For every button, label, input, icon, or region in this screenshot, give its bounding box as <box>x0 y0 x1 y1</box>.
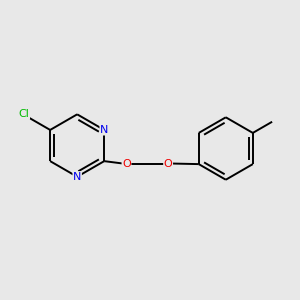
Text: N: N <box>100 125 108 135</box>
Text: O: O <box>164 158 172 169</box>
Text: N: N <box>73 172 81 182</box>
Text: O: O <box>122 158 131 169</box>
Text: Cl: Cl <box>19 109 29 119</box>
